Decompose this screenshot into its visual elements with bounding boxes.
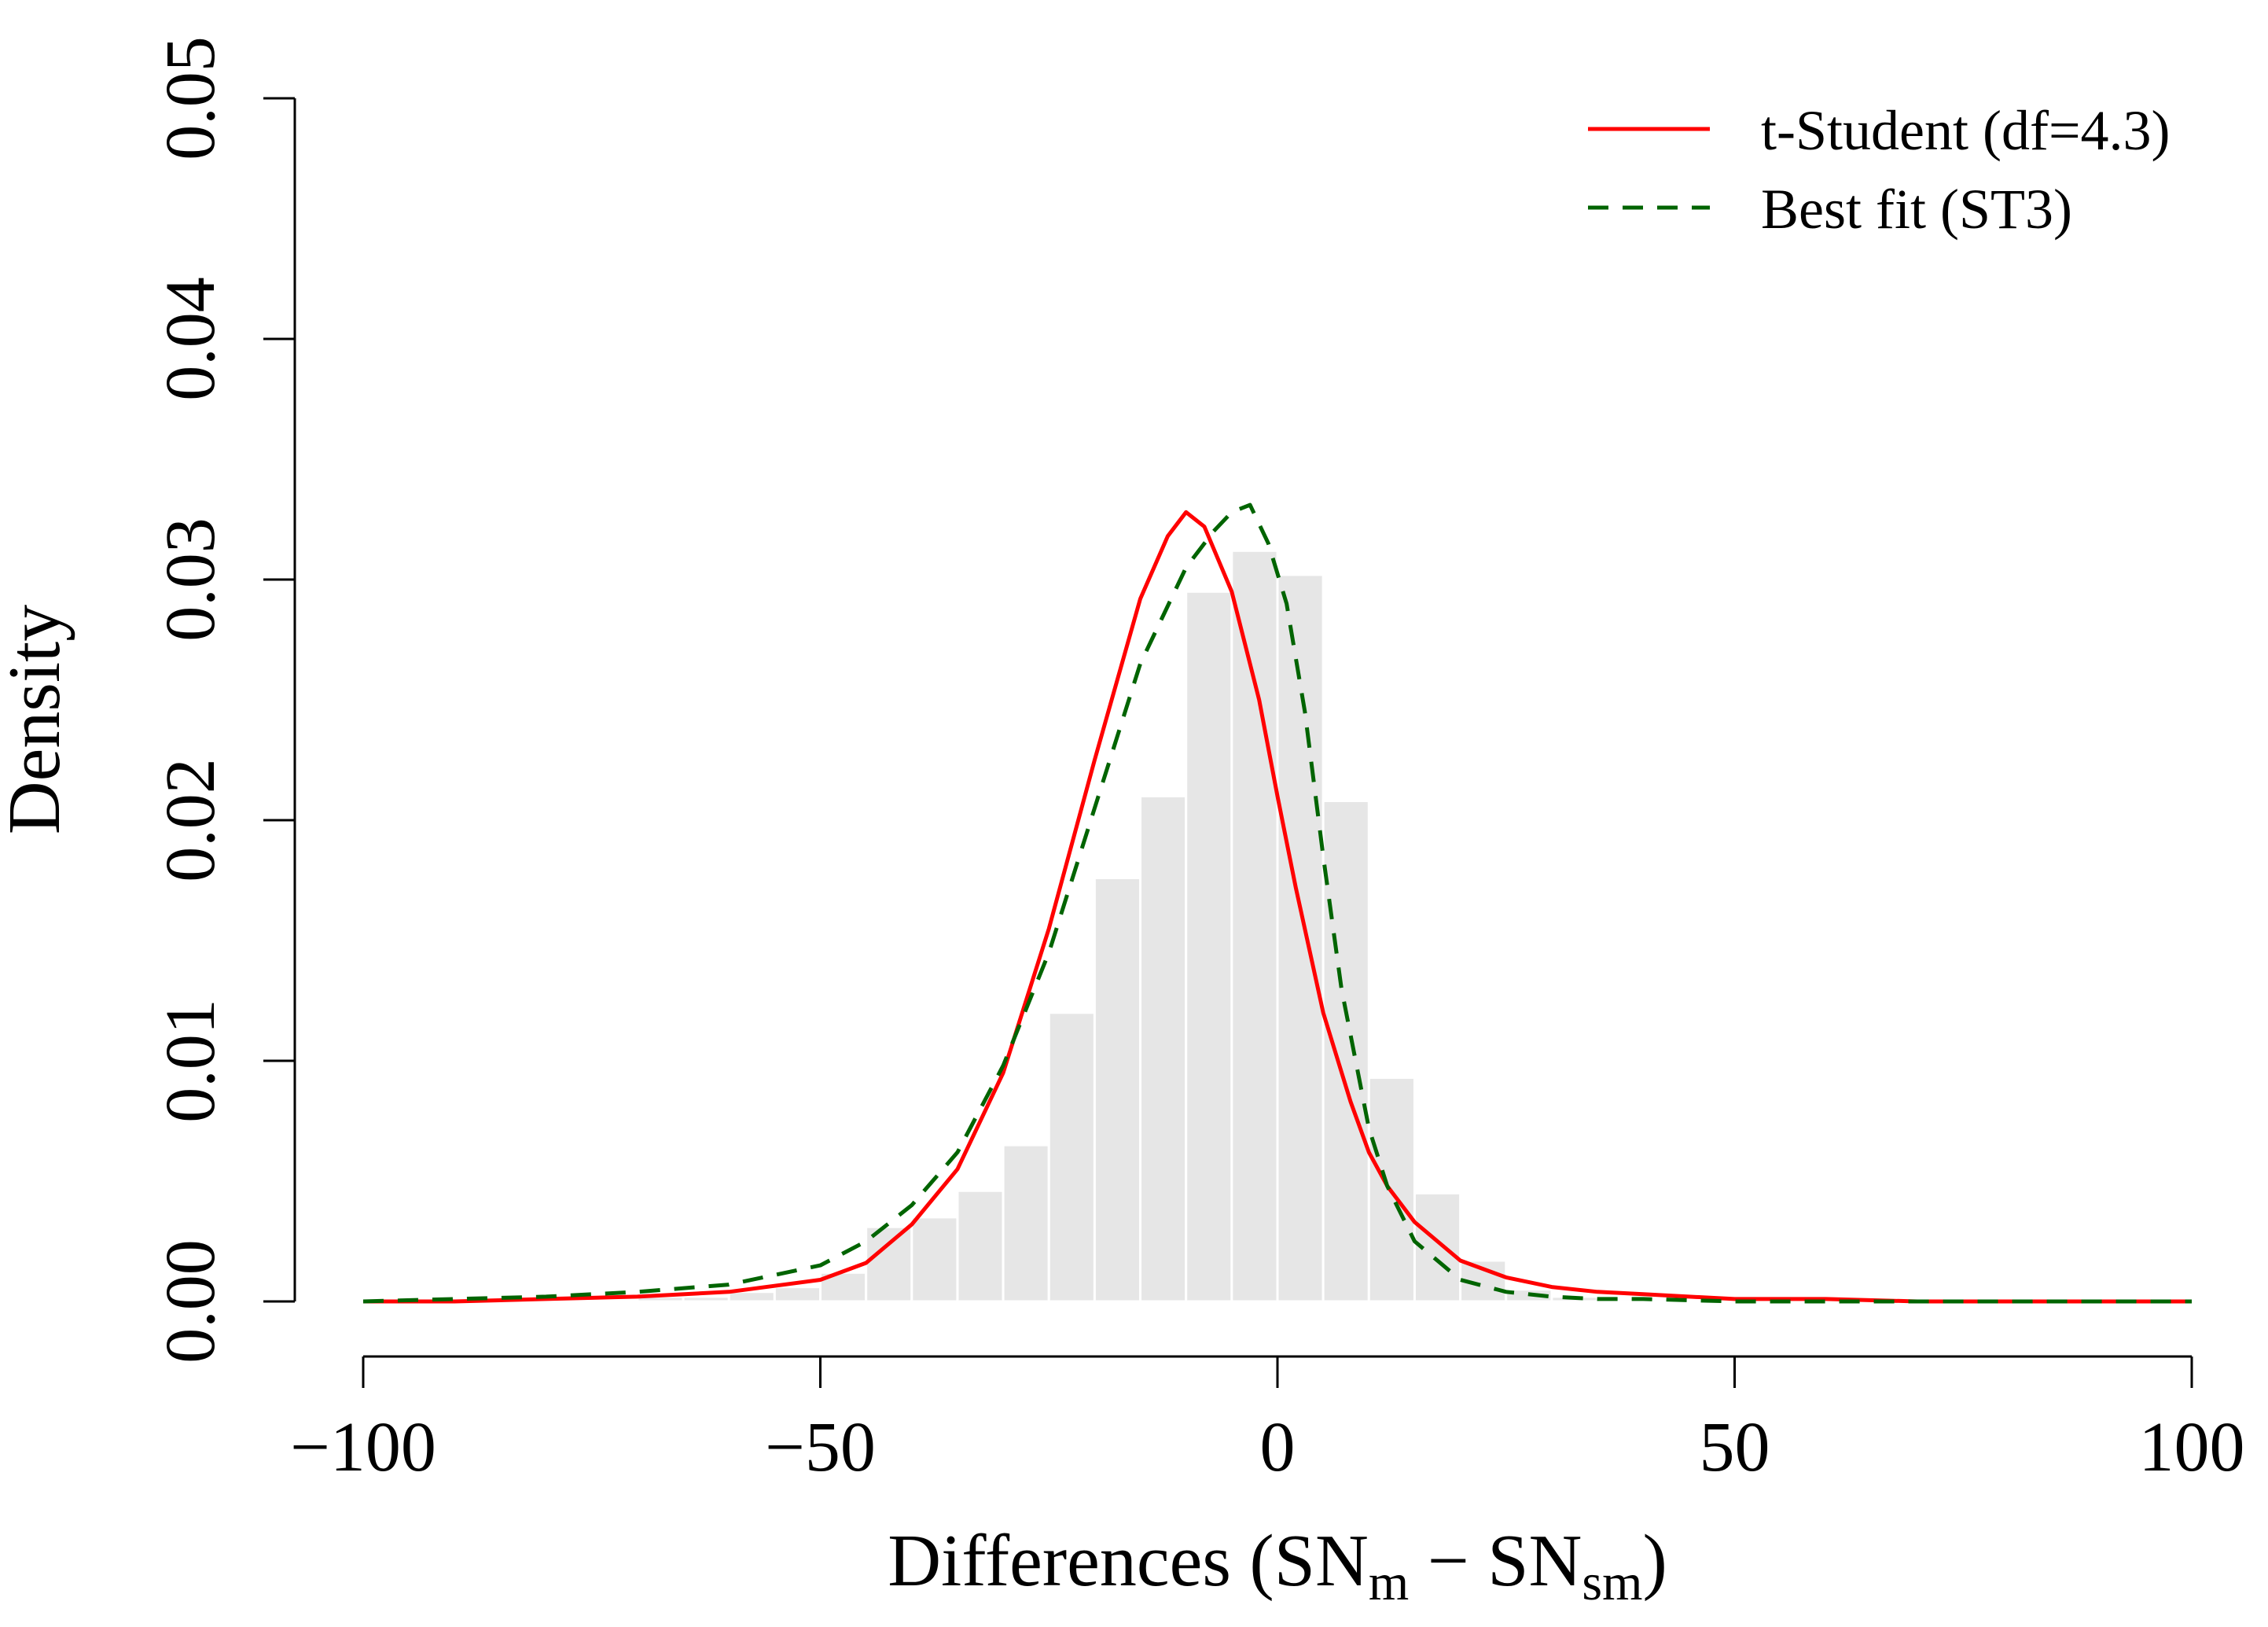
x-tick-label-1: −50 [765,1408,876,1486]
x-label-middle: − SN [1409,1520,1582,1602]
histogram-bar-21 [1321,800,1370,1303]
histogram-bar-17 [1139,794,1188,1303]
x-tick-label-0: −100 [290,1408,436,1486]
histogram-bar-15 [1047,1011,1096,1303]
x-label-suffix: ) [1642,1520,1667,1602]
histogram-bar-7 [682,1295,730,1303]
x-axis-label: Differences (SNm − SNsm) [888,1520,1667,1611]
histogram-bars [545,549,1690,1303]
y-tick-label-5: 0.05 [152,36,230,160]
y-axis: 0.00 0.01 0.02 0.03 0.04 0.05 [152,36,296,1364]
histogram-bar-23 [1413,1191,1462,1303]
x-axis: −100 −50 0 50 100 [290,1355,2245,1486]
legend-label-t-student: t-Student (df=4.3) [1761,99,2171,162]
y-tick-label-4: 0.04 [152,277,230,401]
y-tick-label-3: 0.03 [152,517,230,642]
histogram-bar-19 [1230,549,1279,1303]
x-tick-label-4: 100 [2139,1408,2245,1486]
histogram-bar-11 [865,1225,913,1303]
x-tick-label-3: 50 [1700,1408,1770,1486]
y-axis-label: Density [0,605,75,834]
x-label-subscript-m: m [1369,1554,1409,1611]
x-tick-label-2: 0 [1260,1408,1296,1486]
y-tick-label-1: 0.01 [152,999,230,1123]
legend: t-Student (df=4.3) Best fit (ST3) [1588,99,2171,241]
x-label-prefix: Differences (SN [888,1520,1369,1602]
y-tick-label-0: 0.00 [152,1239,230,1364]
fit-curves [362,502,2192,1304]
series-line-t-student [363,510,2192,1304]
histogram-bar-13 [956,1189,1005,1303]
legend-label-best-fit: Best fit (ST3) [1761,178,2072,241]
histogram-bar-12 [910,1216,959,1303]
histogram-bar-9 [773,1286,822,1303]
x-label-subscript-sm: sm [1582,1554,1642,1611]
histogram-bar-22 [1367,1076,1416,1303]
histogram-bar-24 [1459,1259,1508,1303]
histogram-bar-20 [1276,573,1325,1303]
histogram-bar-14 [1002,1143,1050,1303]
histogram-bar-16 [1093,876,1142,1303]
histogram-bar-18 [1185,590,1233,1303]
y-tick-label-2: 0.02 [152,758,230,882]
histogram-bar-8 [727,1290,776,1303]
series-line-best-fit [362,502,2192,1304]
